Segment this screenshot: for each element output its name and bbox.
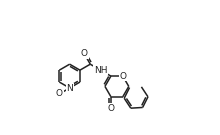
Text: O: O xyxy=(56,90,63,98)
Text: NH: NH xyxy=(94,66,107,75)
Text: O: O xyxy=(107,104,114,113)
Text: O: O xyxy=(81,49,88,58)
Text: O: O xyxy=(119,72,126,81)
Text: N: N xyxy=(66,84,73,92)
